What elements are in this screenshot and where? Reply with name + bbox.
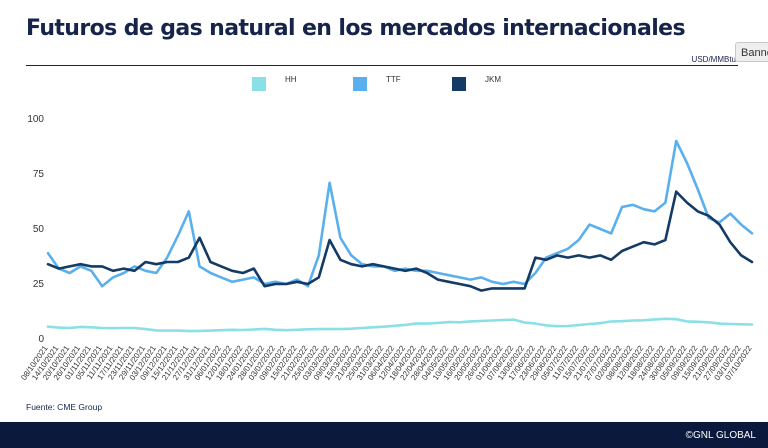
y-tick-label: 25 (33, 279, 45, 290)
source-note: Fuente: CME Group (26, 402, 103, 412)
y-tick-label: 75 (33, 169, 45, 180)
legend-label-jkm: JKM (485, 75, 501, 84)
y-tick-label: 0 (38, 334, 44, 345)
legend-label-hh: HH (285, 75, 297, 84)
y-tick-label: 50 (33, 224, 45, 235)
copyright: ©GNL GLOBAL (685, 430, 756, 441)
legend-swatch-hh (252, 77, 266, 91)
legend-swatch-jkm (452, 77, 466, 91)
unit-label: USD/MMBtu (691, 55, 736, 64)
series-line-jkm (46, 190, 754, 292)
page-title: Futuros de gas natural en los mercados i… (26, 16, 686, 41)
series-line-hh (46, 317, 754, 333)
footer-bar: ©GNL GLOBAL (0, 422, 768, 448)
legend-label-ttf: TTF (386, 75, 401, 84)
title-divider (26, 65, 738, 66)
legend-swatch-ttf (353, 77, 367, 91)
banner-button[interactable]: Banner (735, 42, 768, 62)
y-tick-label: 100 (27, 114, 44, 125)
